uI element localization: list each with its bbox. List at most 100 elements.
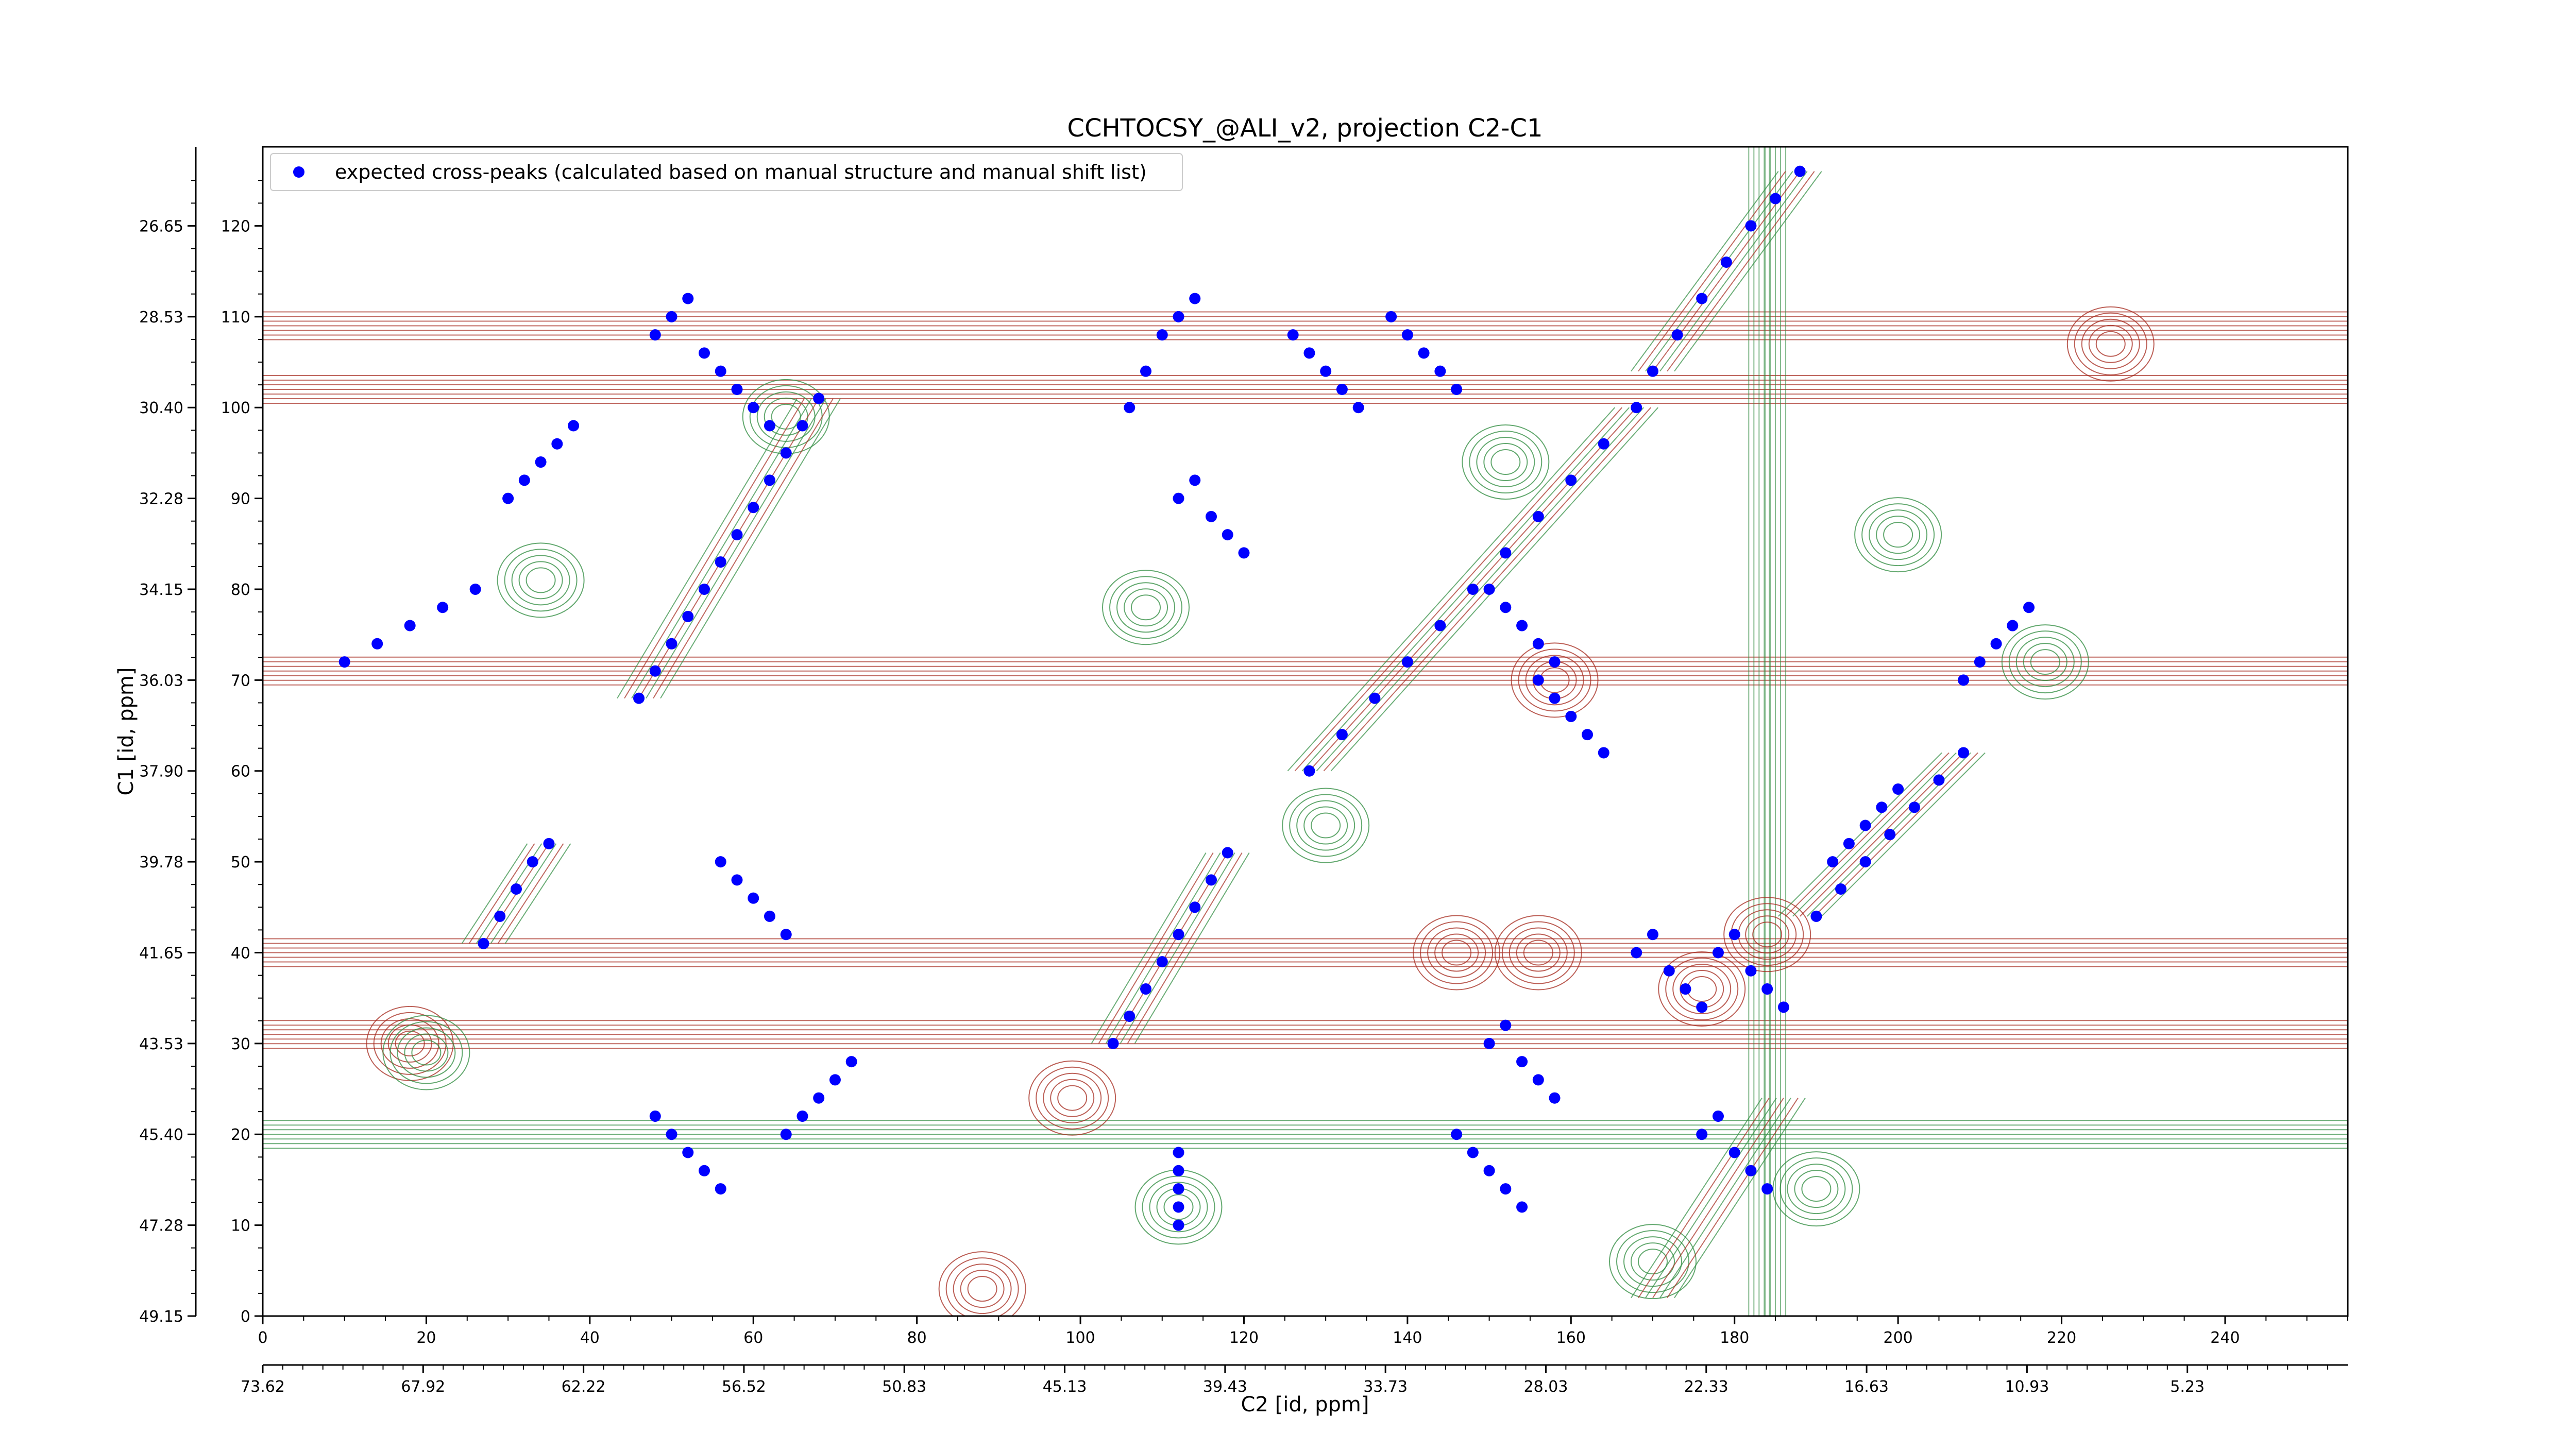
cross-peak-point-66 xyxy=(748,402,759,414)
y-tick-label-0: 0 xyxy=(241,1308,250,1326)
cross-peak-point-64 xyxy=(715,365,726,377)
contour-ring-16-5 xyxy=(1609,1224,1697,1300)
cross-peak-point-90 xyxy=(1418,347,1430,359)
contour-ring-14-5 xyxy=(1413,915,1501,991)
cross-peak-point-24 xyxy=(1222,847,1233,859)
y-tick-label-8: 80 xyxy=(231,581,250,599)
contour-ridge-5-3 xyxy=(1652,1098,1784,1299)
contour-ridge-0-2 xyxy=(631,398,812,699)
cross-peak-point-129 xyxy=(1843,838,1855,849)
x-tick-label-7: 140 xyxy=(1393,1329,1422,1347)
y-tick-label-6: 60 xyxy=(231,763,250,781)
y-tick-label-11: 110 xyxy=(221,309,250,327)
cross-peak-point-138 xyxy=(1173,1219,1184,1231)
cross-peak-point-112 xyxy=(1777,1001,1789,1013)
cross-peak-point-127 xyxy=(1761,1183,1773,1195)
contour-ring-5-3 xyxy=(1043,1072,1102,1123)
cross-peak-point-130 xyxy=(1859,820,1871,831)
contour-ring-0-3 xyxy=(380,1018,439,1069)
contour-ring-18-4 xyxy=(1289,794,1363,857)
cross-peak-point-31 xyxy=(1500,547,1512,559)
y-axis-label: C1 [id, ppm] xyxy=(114,668,138,796)
cross-peak-point-32 xyxy=(1532,510,1544,522)
cross-peak-point-80 xyxy=(1205,510,1217,522)
contour-ring-18-2 xyxy=(1303,806,1348,845)
cross-peak-point-8 xyxy=(764,474,775,486)
contour-ring-9-4 xyxy=(1665,958,1739,1021)
cross-peak-point-117 xyxy=(1516,1201,1528,1213)
cross-peak-point-152 xyxy=(715,1183,726,1195)
x-ppm-tick-label-4: 50.83 xyxy=(882,1378,926,1396)
contour-ring-16-1 xyxy=(1638,1249,1668,1275)
y-tick-label-5: 50 xyxy=(231,853,250,872)
contour-ring-4-4 xyxy=(945,1257,1019,1316)
contour-ridge-1-2 xyxy=(1105,852,1221,1044)
y-ppm-tick-label-8: 34.15 xyxy=(139,581,183,599)
x-ppm-tick-label-12: 5.23 xyxy=(2170,1378,2205,1396)
contour-ring-19-2 xyxy=(1124,588,1168,627)
cross-peak-point-120 xyxy=(1516,1056,1528,1068)
legend-marker xyxy=(293,166,304,178)
x-tick-label-4: 80 xyxy=(907,1329,927,1347)
contour-ridge-4-2 xyxy=(1792,752,1957,917)
contour-ring-4-3 xyxy=(953,1264,1012,1315)
contour-ridge-4-1 xyxy=(1785,752,1950,917)
x-ppm-tick-label-8: 28.03 xyxy=(1524,1378,1568,1396)
contour-ring-7-3 xyxy=(1476,437,1535,488)
cross-peak-point-55 xyxy=(502,492,514,504)
cross-peak-point-15 xyxy=(527,856,538,868)
contour-ridge-0-4 xyxy=(646,398,827,699)
cross-peak-point-28 xyxy=(1401,656,1413,668)
contour-ring-1-3 xyxy=(397,1027,456,1078)
contour-ridge-2-1 xyxy=(1294,407,1623,772)
contour-ring-17-3 xyxy=(1787,1164,1846,1215)
contour-ring-12-2 xyxy=(2088,325,2133,363)
cross-peak-point-47 xyxy=(1908,801,1920,813)
contour-ring-2-4 xyxy=(504,549,578,612)
y-ppm-tick-label-11: 28.53 xyxy=(139,309,183,327)
cross-peak-point-0 xyxy=(633,692,645,704)
cross-peak-point-132 xyxy=(1892,783,1904,795)
x-tick-label-12: 240 xyxy=(2210,1329,2240,1347)
cross-peak-point-148 xyxy=(649,1110,661,1122)
cross-peak-point-12 xyxy=(478,937,489,949)
cross-peak-point-71 xyxy=(829,1074,841,1086)
contour-ring-17-5 xyxy=(1772,1151,1860,1227)
y-tick-label-3: 30 xyxy=(231,1035,250,1053)
y-tick-label-7: 70 xyxy=(231,672,250,690)
contour-layer xyxy=(263,147,2348,1316)
cross-peak-point-44 xyxy=(1835,883,1847,895)
cross-peak-point-37 xyxy=(1671,329,1683,341)
cross-peak-point-46 xyxy=(1884,829,1896,841)
cross-peak-point-43 xyxy=(1810,910,1822,922)
contour-ridge-2-2 xyxy=(1301,407,1630,772)
cross-peak-point-146 xyxy=(764,910,775,922)
cross-peak-point-9 xyxy=(780,447,792,459)
cross-peak-point-101 xyxy=(1582,729,1594,741)
x-tick-label-6: 120 xyxy=(1229,1329,1259,1347)
legend-box xyxy=(270,153,1183,191)
cross-peak-point-39 xyxy=(1720,257,1732,268)
y-ppm-tick-label-5: 39.78 xyxy=(139,853,183,872)
cross-peak-point-62 xyxy=(682,293,694,304)
cross-peak-point-69 xyxy=(796,1110,808,1122)
cross-peak-point-100 xyxy=(1565,710,1577,722)
cross-peak-point-33 xyxy=(1565,474,1577,486)
cross-peak-point-6 xyxy=(731,529,743,541)
cross-peak-point-137 xyxy=(2023,602,2035,613)
cross-peak-point-50 xyxy=(338,656,350,668)
x-ppm-tick-label-11: 10.93 xyxy=(2005,1378,2049,1396)
contour-ring-13-4 xyxy=(1501,921,1575,984)
y-tick-label-4: 40 xyxy=(231,944,250,962)
contour-ring-12-5 xyxy=(2066,306,2155,382)
x-tick-label-10: 200 xyxy=(1883,1329,1912,1347)
cross-peak-point-52 xyxy=(404,620,416,631)
contour-ring-2-5 xyxy=(497,542,585,618)
contour-ring-10-5 xyxy=(1854,497,1942,573)
cross-peak-point-85 xyxy=(1320,365,1332,377)
x-ppm-tick-label-10: 16.63 xyxy=(1844,1378,1889,1396)
cross-peak-point-81 xyxy=(1222,529,1233,541)
contour-ridge-1-0 xyxy=(1091,852,1207,1044)
cross-peak-point-75 xyxy=(1156,329,1168,341)
